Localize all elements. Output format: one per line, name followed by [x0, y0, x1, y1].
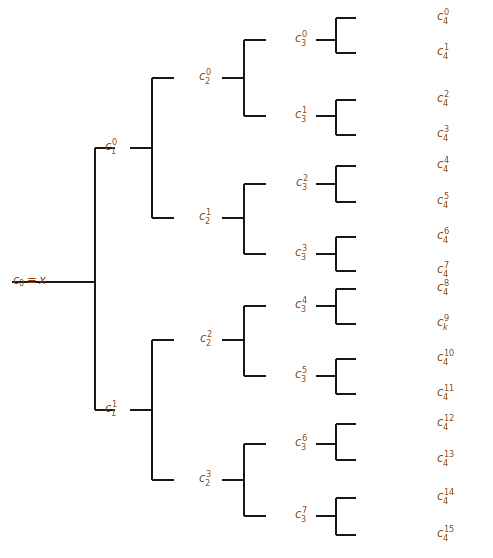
Text: $c_2^{1}$: $c_2^{1}$	[199, 208, 212, 228]
Text: $c_3^{3}$: $c_3^{3}$	[294, 244, 308, 264]
Text: $c_4^{2}$: $c_4^{2}$	[436, 90, 450, 110]
Text: $c_3^{2}$: $c_3^{2}$	[294, 174, 308, 194]
Text: $c_4^{0}$: $c_4^{0}$	[436, 8, 450, 28]
Text: $c_4^{3}$: $c_4^{3}$	[436, 125, 450, 145]
Text: $c_0 \equiv x$: $c_0 \equiv x$	[12, 276, 47, 288]
Text: $c_k^{9}$: $c_k^{9}$	[436, 314, 450, 334]
Text: $c_2^{0}$: $c_2^{0}$	[198, 68, 212, 88]
Text: $c_4^{6}$: $c_4^{6}$	[436, 227, 450, 247]
Text: $c_1^{1}$: $c_1^{1}$	[105, 400, 118, 420]
Text: $c_2^{2}$: $c_2^{2}$	[199, 330, 212, 350]
Text: $c_4^{11}$: $c_4^{11}$	[436, 384, 455, 404]
Text: $c_3^{7}$: $c_3^{7}$	[294, 506, 308, 526]
Text: $c_2^{3}$: $c_2^{3}$	[199, 470, 212, 490]
Text: $c_3^{0}$: $c_3^{0}$	[294, 30, 308, 50]
Text: $c_4^{8}$: $c_4^{8}$	[436, 279, 450, 299]
Text: $c_4^{15}$: $c_4^{15}$	[436, 525, 455, 545]
Text: $c_4^{12}$: $c_4^{12}$	[436, 414, 455, 434]
Text: $c_4^{10}$: $c_4^{10}$	[436, 349, 455, 369]
Text: $c_4^{1}$: $c_4^{1}$	[436, 43, 450, 63]
Text: $c_4^{4}$: $c_4^{4}$	[436, 156, 450, 176]
Text: $c_1^{0}$: $c_1^{0}$	[105, 138, 118, 158]
Text: $c_4^{13}$: $c_4^{13}$	[436, 450, 455, 470]
Text: $c_4^{7}$: $c_4^{7}$	[436, 261, 450, 281]
Text: $c_3^{4}$: $c_3^{4}$	[294, 296, 308, 316]
Text: $c_3^{5}$: $c_3^{5}$	[294, 366, 308, 386]
Text: $c_4^{5}$: $c_4^{5}$	[436, 192, 450, 212]
Text: $c_3^{1}$: $c_3^{1}$	[294, 106, 308, 126]
Text: $c_3^{6}$: $c_3^{6}$	[294, 434, 308, 454]
Text: $c_4^{14}$: $c_4^{14}$	[436, 488, 455, 508]
